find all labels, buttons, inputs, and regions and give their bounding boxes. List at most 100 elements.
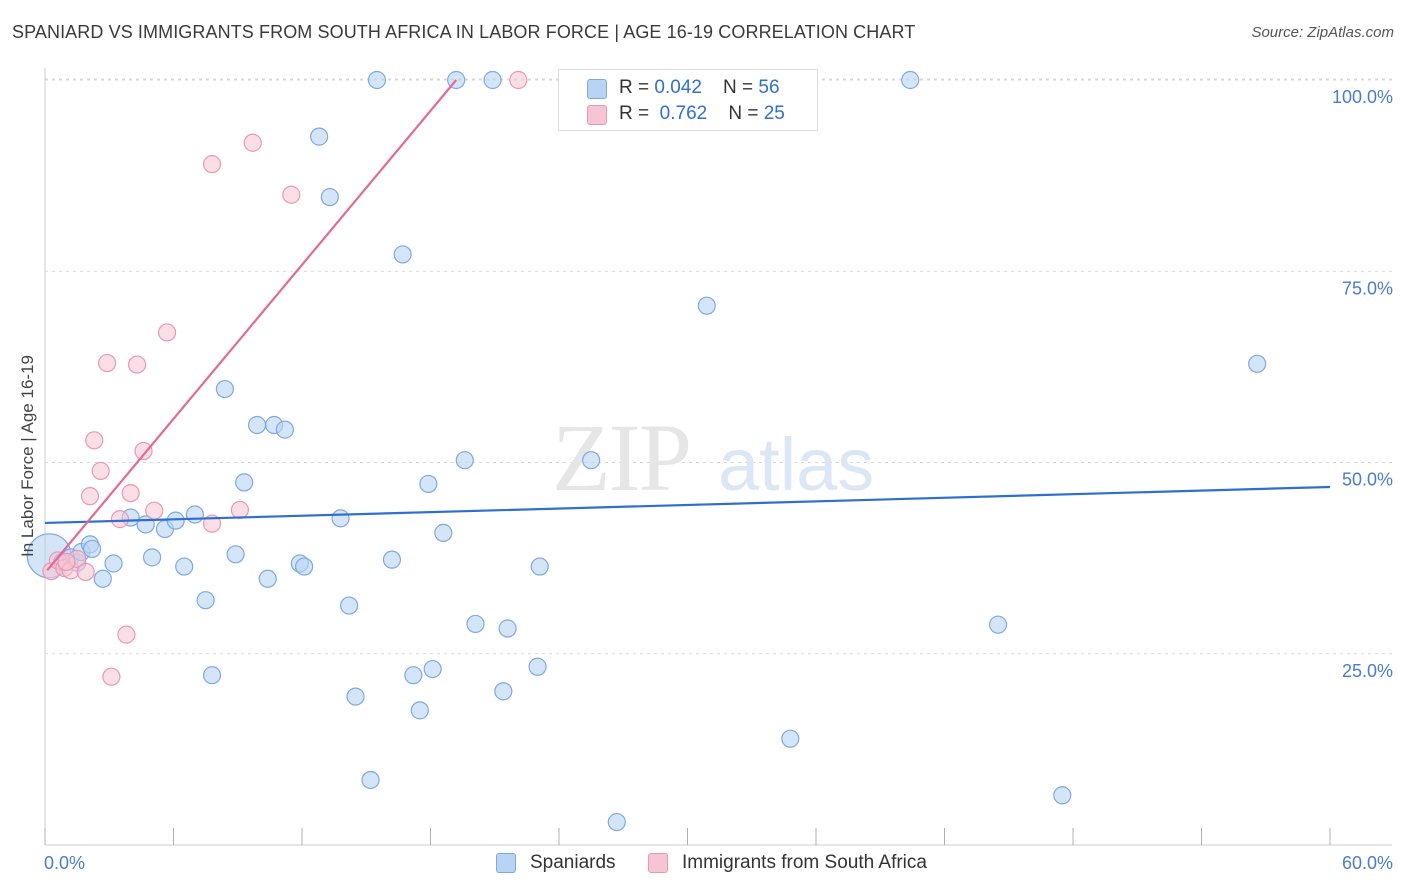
source-credit: Source: ZipAtlas.com bbox=[1251, 24, 1394, 41]
point-south-africa bbox=[57, 552, 76, 572]
correlation-legend: R = 0.042 N = 56 R = 0.762 N = 25 bbox=[558, 69, 818, 131]
point-spaniards bbox=[320, 187, 339, 207]
point-south-africa bbox=[243, 133, 262, 152]
y-tick-label: 100.0% bbox=[1332, 87, 1393, 107]
point-south-africa bbox=[134, 441, 153, 461]
point-spaniards bbox=[423, 659, 442, 679]
point-spaniards bbox=[781, 729, 800, 748]
legend-swatch-blue bbox=[587, 79, 607, 99]
point-spaniards bbox=[988, 615, 1008, 634]
point-south-africa bbox=[157, 323, 177, 342]
point-spaniards bbox=[455, 451, 474, 470]
legend-n-label: N = bbox=[723, 77, 759, 98]
point-spaniards bbox=[175, 557, 194, 576]
chart-title: SPANIARD VS IMMIGRANTS FROM SOUTH AFRICA… bbox=[12, 22, 916, 42]
legend-r-label: R = bbox=[619, 77, 655, 98]
point-spaniards bbox=[528, 657, 547, 676]
point-spaniards bbox=[382, 550, 402, 569]
legend-stats-south-africa: R = 0.762 N = 25 bbox=[619, 103, 785, 125]
legend-n-value: 25 bbox=[763, 103, 785, 124]
point-spaniards bbox=[410, 701, 429, 720]
point-spaniards bbox=[1248, 354, 1267, 373]
point-spaniards bbox=[275, 420, 294, 439]
point-spaniards bbox=[393, 245, 412, 264]
point-south-africa bbox=[121, 484, 140, 503]
point-spaniards bbox=[226, 545, 245, 564]
legend-r-label: R = bbox=[619, 103, 655, 124]
point-south-africa bbox=[110, 510, 130, 529]
point-spaniards bbox=[361, 770, 380, 790]
tick-labels: 25.0% 50.0% 75.0% 100.0% 0.0% 60.0% bbox=[44, 87, 1393, 873]
watermark: ZIP atlas bbox=[552, 404, 874, 511]
point-spaniards bbox=[235, 473, 254, 492]
point-spaniards bbox=[367, 70, 387, 90]
bottom-legend-label-spaniards: Spaniards bbox=[530, 852, 616, 873]
point-south-africa bbox=[98, 353, 117, 373]
point-spaniards bbox=[346, 687, 365, 706]
point-south-africa bbox=[91, 461, 110, 481]
point-south-africa bbox=[76, 562, 95, 581]
point-south-africa bbox=[145, 501, 164, 520]
point-spaniards bbox=[166, 511, 185, 530]
point-south-africa bbox=[202, 155, 222, 174]
point-spaniards bbox=[434, 523, 453, 542]
point-south-africa bbox=[509, 70, 528, 90]
point-spaniards bbox=[331, 509, 350, 528]
point-south-africa bbox=[102, 667, 121, 686]
legend-stats-spaniards: R = 0.042 N = 56 bbox=[619, 77, 780, 99]
point-spaniards bbox=[185, 505, 205, 524]
bottom-legend-swatch-blue bbox=[496, 853, 516, 873]
point-spaniards bbox=[498, 619, 517, 638]
point-spaniards bbox=[419, 474, 438, 494]
y-tick-label: 75.0% bbox=[1342, 278, 1393, 298]
point-spaniards bbox=[494, 682, 513, 701]
point-spaniards bbox=[215, 379, 234, 399]
legend-r-value: 0.042 bbox=[654, 77, 702, 98]
watermark-atlas: atlas bbox=[718, 423, 874, 506]
series-south-africa-points bbox=[42, 70, 528, 686]
point-south-africa bbox=[230, 500, 249, 520]
point-spaniards bbox=[93, 569, 112, 588]
trend-line-spaniards bbox=[44, 485, 1331, 525]
watermark-zip: ZIP bbox=[552, 404, 690, 511]
point-spaniards bbox=[483, 70, 502, 90]
point-spaniards bbox=[340, 596, 359, 615]
y-tick-label: 25.0% bbox=[1342, 661, 1393, 681]
point-spaniards bbox=[901, 70, 920, 90]
point-spaniards bbox=[258, 569, 277, 588]
point-spaniards bbox=[466, 614, 485, 634]
legend-r-value: 0.762 bbox=[659, 103, 708, 124]
point-south-africa bbox=[85, 431, 104, 450]
bottom-legend-label-south-africa: Immigrants from South Africa bbox=[682, 852, 927, 873]
point-spaniards bbox=[530, 557, 549, 576]
point-spaniards bbox=[83, 539, 102, 559]
trend-line-south-africa bbox=[46, 79, 458, 572]
legend-n-label: N = bbox=[728, 103, 764, 124]
point-spaniards bbox=[607, 812, 626, 832]
point-spaniards bbox=[247, 415, 267, 435]
legend-n-value: 56 bbox=[758, 77, 780, 98]
point-spaniards bbox=[1053, 786, 1072, 805]
point-south-africa bbox=[282, 185, 301, 204]
point-spaniards bbox=[310, 127, 329, 146]
x-tick-label-max: 60.0% bbox=[1342, 853, 1393, 873]
point-spaniards bbox=[404, 666, 423, 685]
axes bbox=[44, 68, 1392, 846]
legend-swatch-pink bbox=[587, 105, 607, 125]
point-spaniards bbox=[582, 451, 601, 470]
x-tick-label-min: 0.0% bbox=[44, 853, 85, 873]
grid-lines bbox=[45, 78, 1392, 655]
bottom-legend-swatch-pink bbox=[648, 853, 668, 873]
y-axis-label: In Labor Force | Age 16-19 bbox=[18, 355, 37, 557]
point-spaniards bbox=[196, 591, 215, 610]
y-tick-label: 50.0% bbox=[1342, 470, 1393, 490]
trend-lines bbox=[44, 79, 1331, 572]
point-spaniards bbox=[295, 557, 314, 576]
point-south-africa bbox=[127, 355, 147, 374]
point-spaniards bbox=[202, 666, 222, 685]
point-spaniards bbox=[142, 548, 162, 567]
point-spaniards bbox=[697, 296, 716, 315]
point-spaniards bbox=[104, 554, 123, 573]
point-south-africa bbox=[117, 625, 136, 644]
